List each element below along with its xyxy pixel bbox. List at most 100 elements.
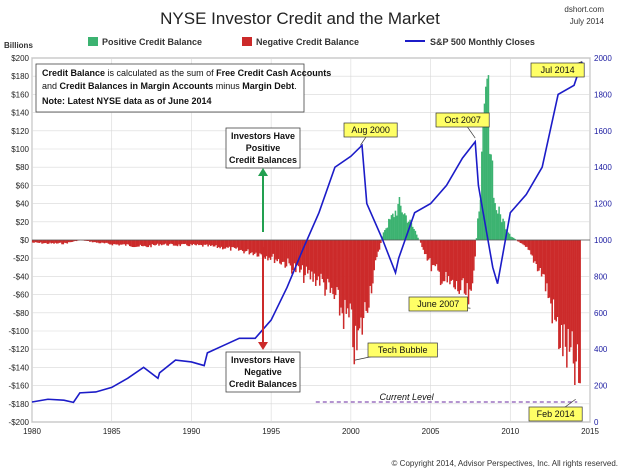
left-tick-label: $160 xyxy=(11,90,29,99)
credit-bar xyxy=(110,240,112,245)
credit-bar xyxy=(446,240,449,283)
credit-bar xyxy=(210,240,212,247)
credit-bar xyxy=(53,240,55,244)
credit-bar xyxy=(396,215,398,240)
credit-bar xyxy=(70,240,73,243)
credit-bar xyxy=(285,240,288,267)
credit-bar xyxy=(491,160,494,240)
credit-bar xyxy=(437,240,439,271)
credit-bar xyxy=(385,228,387,240)
credit-bar xyxy=(301,240,304,266)
credit-bar xyxy=(512,237,515,240)
credit-bar xyxy=(463,240,466,294)
credit-bar xyxy=(469,240,471,290)
credit-bar xyxy=(216,240,219,249)
chart-title: NYSE Investor Credit and the Market xyxy=(160,9,440,28)
credit-bar xyxy=(382,232,385,240)
credit-bar xyxy=(316,240,318,281)
feb-2014-text: Feb 2014 xyxy=(537,409,575,419)
credit-bar xyxy=(151,240,154,245)
credit-bar xyxy=(89,240,91,242)
credit-bar xyxy=(523,240,526,246)
credit-bar xyxy=(277,240,280,260)
credit-bar xyxy=(227,240,229,248)
credit-bar xyxy=(268,240,271,258)
credit-bar xyxy=(570,240,572,348)
credit-bar xyxy=(320,240,322,274)
note-box: Credit Balance is calculated as the sum … xyxy=(35,63,331,113)
credit-bar xyxy=(122,240,124,245)
credit-bar xyxy=(531,240,534,256)
credit-bar xyxy=(97,240,99,243)
svg-text:Credit Balances: Credit Balances xyxy=(229,379,297,389)
credit-bar xyxy=(554,240,556,320)
credit-bar xyxy=(63,240,66,243)
credit-bar xyxy=(522,240,524,245)
credit-bar xyxy=(394,210,397,240)
credit-bar xyxy=(287,240,289,259)
left-axis-ticks: $200 $180 $160 $140 $120 $100 $80 $60 $40 $20 $0 -$… xyxy=(9,54,30,427)
credit-bar xyxy=(218,240,220,248)
credit-bar xyxy=(365,240,367,311)
credit-bar xyxy=(389,219,391,240)
credit-bar xyxy=(66,240,69,244)
credit-bar xyxy=(291,240,293,274)
left-tick-label: -$60 xyxy=(13,291,30,300)
credit-bar xyxy=(135,240,138,247)
credit-bar xyxy=(555,240,557,322)
credit-bar xyxy=(32,240,34,243)
credit-bar xyxy=(117,240,119,245)
credit-bar xyxy=(450,240,453,281)
credit-bar xyxy=(240,240,243,250)
credit-bar xyxy=(421,240,423,248)
credit-bar xyxy=(220,240,223,247)
credit-bar xyxy=(538,240,540,271)
credit-bar xyxy=(405,215,407,240)
credit-bar xyxy=(125,240,127,246)
credit-bar xyxy=(308,240,310,271)
credit-bar xyxy=(532,240,535,263)
tech-bubble-box xyxy=(367,342,438,358)
x-tick-label: 2000 xyxy=(342,427,360,436)
credit-bar xyxy=(337,240,340,290)
credit-bar xyxy=(245,240,248,251)
credit-bar xyxy=(132,240,135,248)
legend-label-sp500: S&P 500 Monthly Closes xyxy=(430,37,535,47)
credit-bar xyxy=(401,212,403,240)
credit-bar xyxy=(305,240,308,267)
credit-bar xyxy=(264,240,267,259)
credit-bar xyxy=(392,213,394,240)
credit-bar xyxy=(219,240,221,249)
credit-bar xyxy=(534,240,536,262)
credit-bar xyxy=(102,240,104,243)
credit-bar xyxy=(574,240,576,386)
credit-bar xyxy=(259,240,261,254)
credit-bar xyxy=(223,240,225,249)
credit-bar xyxy=(443,240,446,282)
credit-bar xyxy=(540,240,543,277)
credit-bar xyxy=(465,240,467,295)
credit-bar xyxy=(442,240,445,282)
sp500-line xyxy=(31,61,583,404)
credit-bar xyxy=(539,240,542,268)
credit-bar xyxy=(466,240,468,284)
credit-bar xyxy=(330,240,333,288)
credit-bar xyxy=(447,240,450,277)
credit-bar xyxy=(147,240,150,248)
credit-bar xyxy=(458,240,460,294)
credit-bar xyxy=(65,240,67,244)
credit-bar xyxy=(146,240,148,248)
left-tick-label: $20 xyxy=(16,218,30,227)
credit-bar xyxy=(267,240,269,261)
credit-bar xyxy=(482,120,484,240)
credit-bar xyxy=(410,222,413,240)
credit-bar xyxy=(489,153,491,240)
credit-bar xyxy=(148,240,151,246)
credit-bar xyxy=(160,240,163,246)
credit-bar xyxy=(510,236,512,240)
credit-bar xyxy=(544,240,547,292)
credit-bar xyxy=(221,240,224,250)
negative-box: Investors Have Negative Credit Balances xyxy=(225,351,301,393)
credit-bar xyxy=(244,240,247,252)
